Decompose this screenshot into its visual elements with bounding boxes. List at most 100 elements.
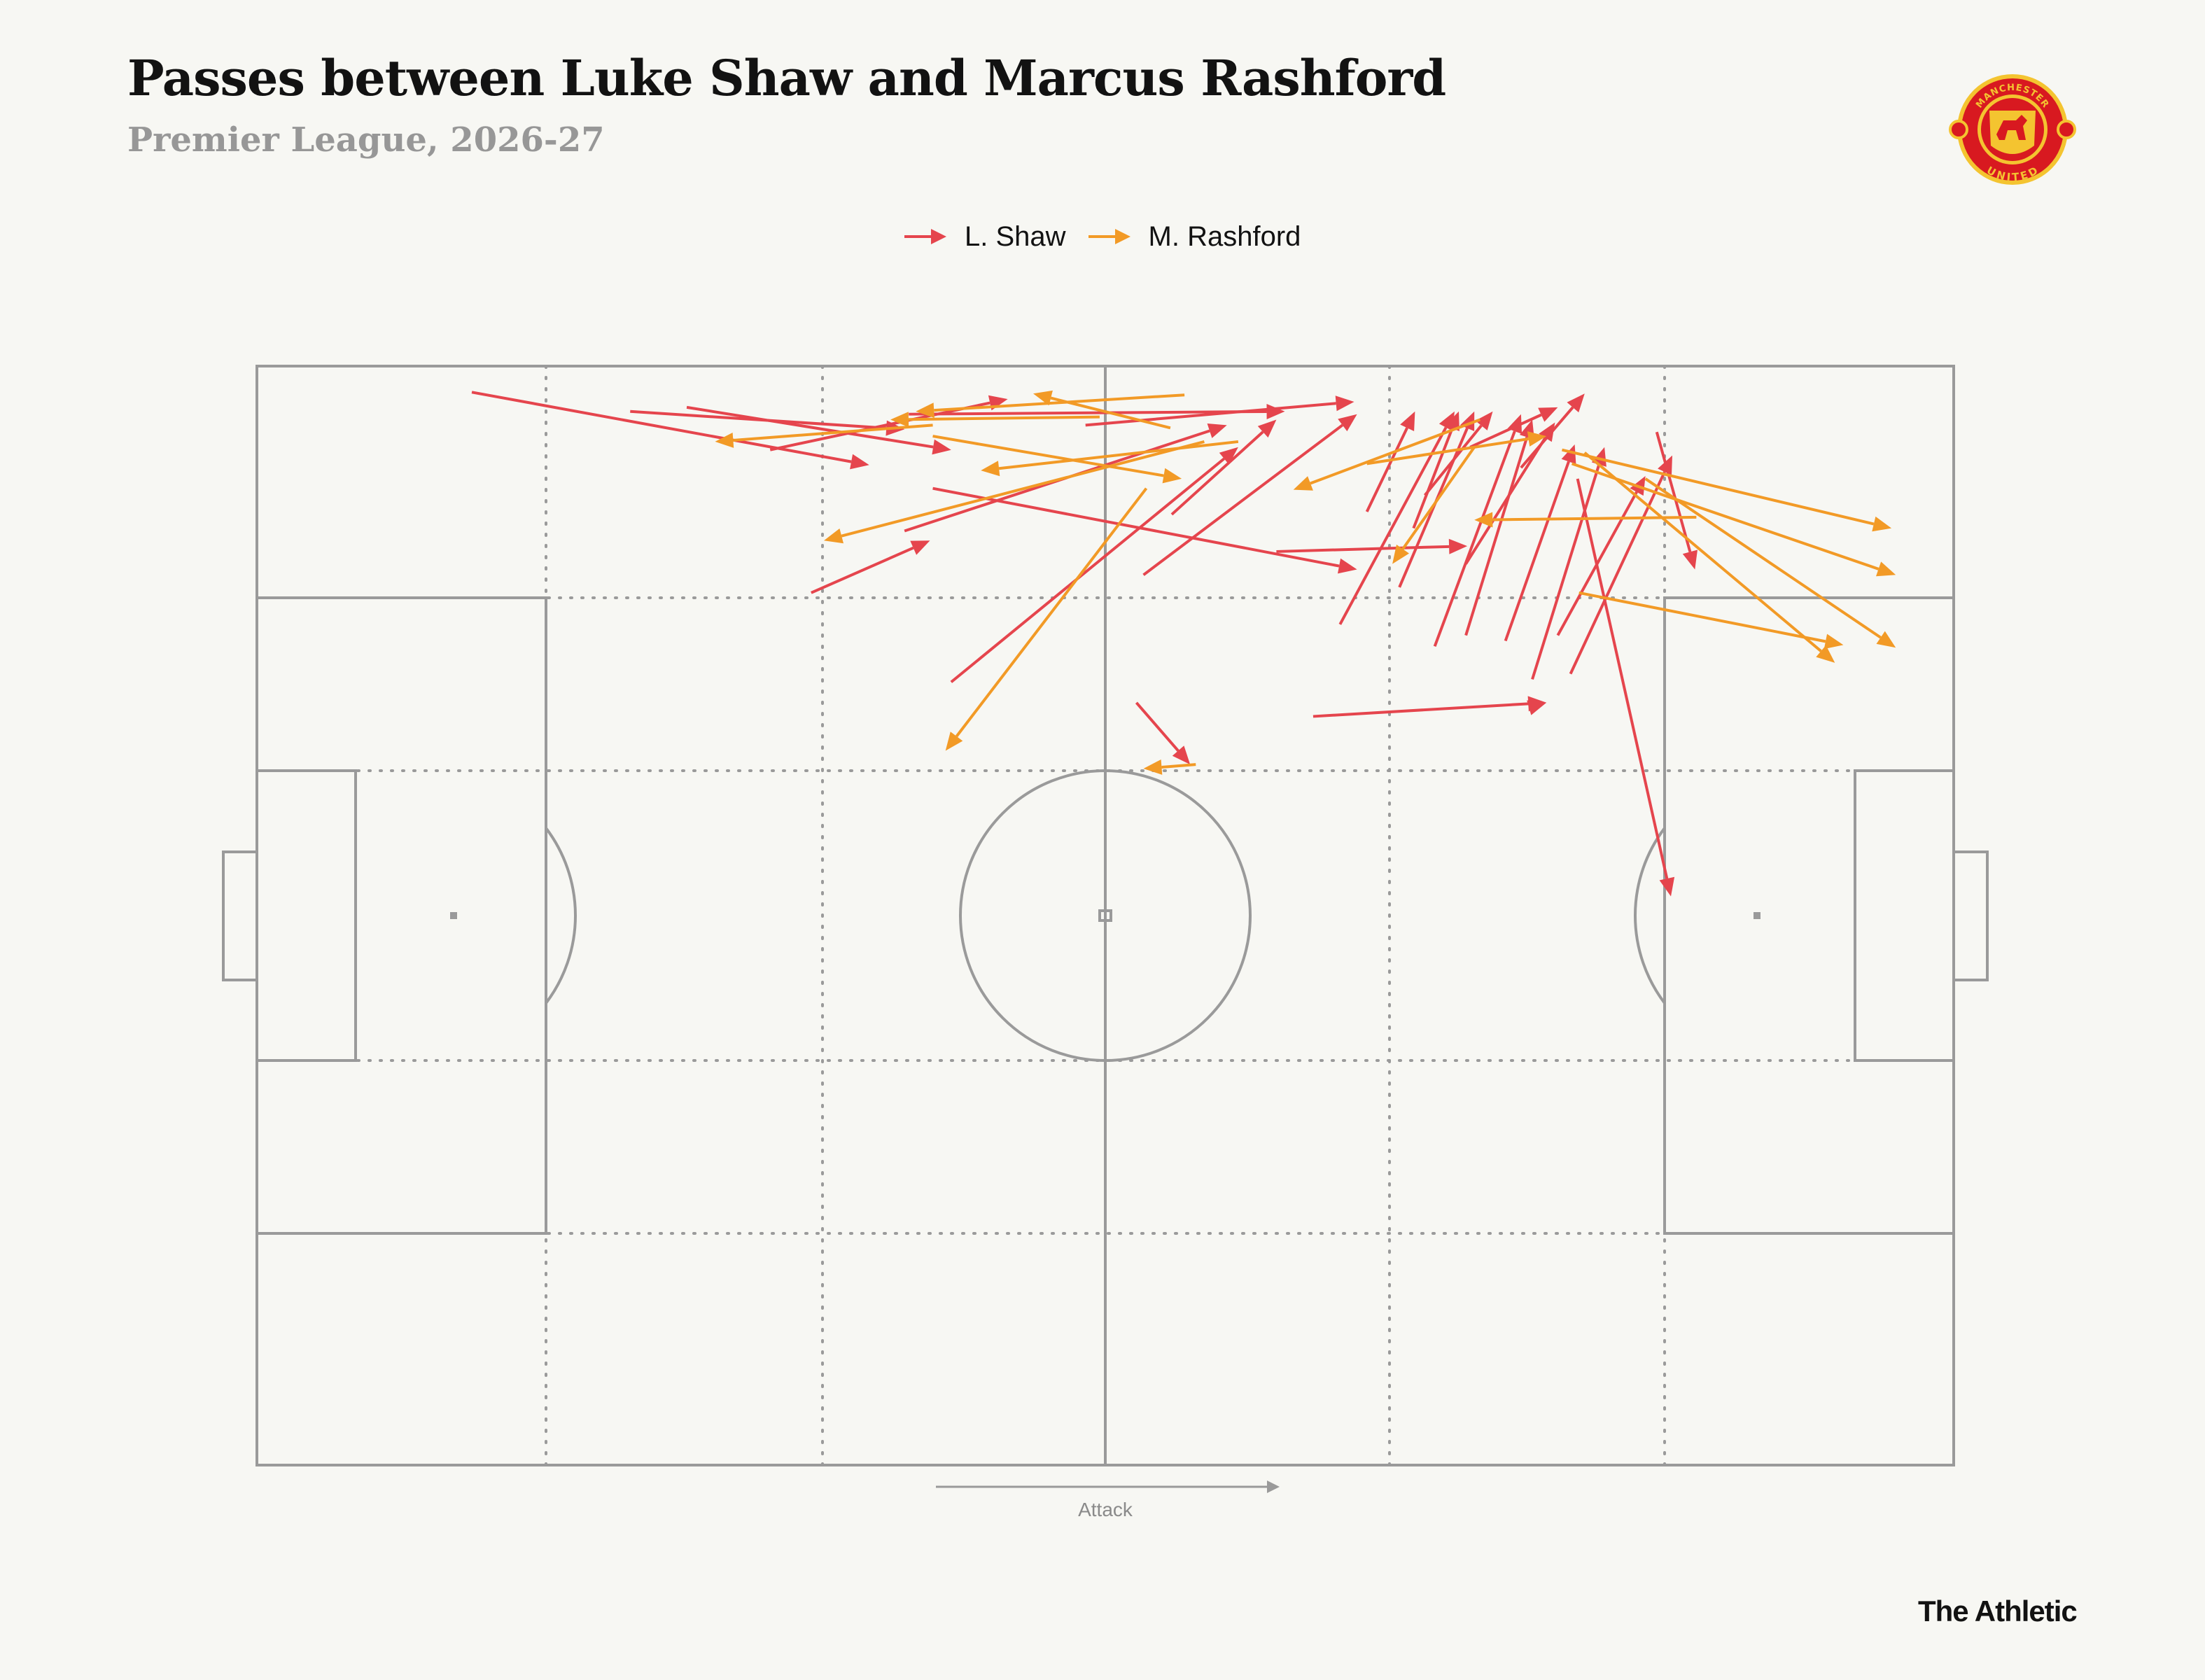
- pass-line: [1142, 424, 1343, 576]
- pass-arrow: [1365, 411, 1415, 512]
- pass-arrowhead: [1448, 538, 1468, 554]
- legend-item-rashford: M. Rashford: [1087, 221, 1301, 253]
- chart-subtitle: Premier League, 2026-27: [127, 120, 605, 160]
- attack-label: Attack: [1078, 1499, 1133, 1520]
- pass-arrow: [932, 486, 1357, 574]
- pass-arrow: [1655, 431, 1698, 570]
- pass-series-shaw: [471, 391, 1698, 897]
- pass-arrow: [630, 410, 905, 436]
- pass-arrow: [1520, 393, 1585, 469]
- pass-arrow: [1469, 407, 1558, 449]
- pass-arrowhead: [1172, 746, 1191, 765]
- pass-line: [1310, 418, 1481, 485]
- pass-line: [1401, 446, 1476, 550]
- centre-spot: [1098, 909, 1112, 922]
- pass-arrowhead: [1527, 696, 1547, 712]
- pass-arrow: [471, 391, 869, 470]
- right-penalty-arc: [1634, 827, 1666, 1004]
- pass-arrow: [1571, 462, 1896, 577]
- legend-label-shaw: L. Shaw: [965, 220, 1066, 252]
- pass-line: [1464, 437, 1547, 565]
- pass-line: [769, 401, 990, 451]
- pass-arrowhead: [1143, 760, 1163, 775]
- pass-arrow: [932, 435, 1182, 484]
- pass-line: [1578, 591, 1826, 643]
- pass-arrowhead: [824, 528, 844, 544]
- attack-direction: Attack: [936, 1480, 1280, 1520]
- pass-arrowhead: [1538, 407, 1558, 422]
- pass-arrow: [1276, 538, 1468, 554]
- pass-line: [1433, 430, 1516, 648]
- pass-arrowhead: [945, 732, 963, 751]
- pass-arrowhead: [1293, 476, 1313, 491]
- pass-arrowhead: [1400, 411, 1415, 431]
- pass-line: [1050, 396, 1171, 430]
- pass-arrow: [1644, 477, 1896, 648]
- pass-arrowhead: [1816, 645, 1835, 663]
- pass-arrow: [890, 412, 1100, 428]
- pass-arrowhead: [1266, 404, 1285, 419]
- right-goal: [1952, 850, 1989, 981]
- pass-arrow: [1576, 478, 1675, 897]
- chart-legend: L. Shaw M. Rashford: [903, 216, 1322, 258]
- pass-arrowhead: [1876, 631, 1896, 648]
- pass-line: [1085, 402, 1336, 427]
- pass-arrow: [1412, 411, 1460, 529]
- right-penalty-area: [1663, 596, 1955, 1235]
- legend-arrow-icon: [904, 229, 946, 244]
- pass-arrow: [1312, 696, 1547, 718]
- left-six-yard-box: [255, 769, 357, 1062]
- centre-circle: [959, 769, 1252, 1062]
- pass-arrowhead: [910, 540, 930, 555]
- pass-arrowhead: [1033, 390, 1053, 406]
- pass-line: [811, 546, 914, 594]
- pass-line: [908, 415, 1100, 421]
- left-penalty-arc: [545, 827, 577, 1004]
- pass-arrow: [1033, 390, 1171, 430]
- pass-arrow: [1578, 591, 1844, 650]
- pass-line: [1366, 438, 1529, 465]
- arrow-right-icon: [1267, 1480, 1280, 1493]
- pass-arrow: [1142, 414, 1357, 576]
- pass-line: [1644, 477, 1882, 639]
- pass-line: [1135, 701, 1180, 752]
- pass-line: [686, 405, 934, 449]
- pass-line: [1556, 491, 1638, 636]
- chart-title: Passes between Luke Shaw and Marcus Rash…: [127, 49, 1446, 107]
- legend-label-rashford: M. Rashford: [1148, 220, 1301, 252]
- pass-arrow: [1085, 396, 1354, 427]
- legend-arrow-icon: [1088, 229, 1130, 244]
- brand-logo: The Athletic: [1918, 1595, 2078, 1628]
- pass-arrowhead: [1162, 468, 1182, 484]
- pass-line: [1464, 436, 1529, 636]
- pass-line: [955, 487, 1148, 738]
- pass-arrowhead: [1257, 419, 1277, 438]
- manchester-united-crest-icon: MANCHESTER UNITED: [1949, 74, 2076, 185]
- pass-line: [1571, 462, 1879, 570]
- pass-arrow: [715, 424, 933, 448]
- pass-arrow: [1366, 431, 1547, 465]
- pass-arrow: [1433, 414, 1522, 648]
- pass-arrow: [945, 487, 1148, 751]
- left-penalty-area: [255, 596, 547, 1235]
- pass-line: [1365, 427, 1408, 512]
- pass-arrowhead: [1876, 561, 1896, 577]
- pass-arrowhead: [1872, 516, 1892, 532]
- pass-line: [1312, 702, 1529, 718]
- pass-arrowhead: [1682, 550, 1698, 570]
- pass-arrowhead: [1527, 431, 1547, 447]
- pass-line: [1338, 426, 1448, 625]
- pass-line: [932, 435, 1164, 477]
- pass-arrow: [1143, 760, 1196, 775]
- pass-line: [1561, 448, 1875, 526]
- pass-arrow: [1170, 419, 1277, 516]
- pass-line: [934, 393, 1185, 412]
- pass-arrow: [950, 447, 1238, 683]
- pass-line: [950, 457, 1226, 683]
- pass-arrowhead: [1659, 876, 1675, 897]
- pass-arrowhead: [916, 402, 934, 419]
- pass-arrowhead: [1567, 393, 1585, 413]
- pass-arrowhead: [850, 454, 869, 470]
- left-goal: [222, 850, 258, 981]
